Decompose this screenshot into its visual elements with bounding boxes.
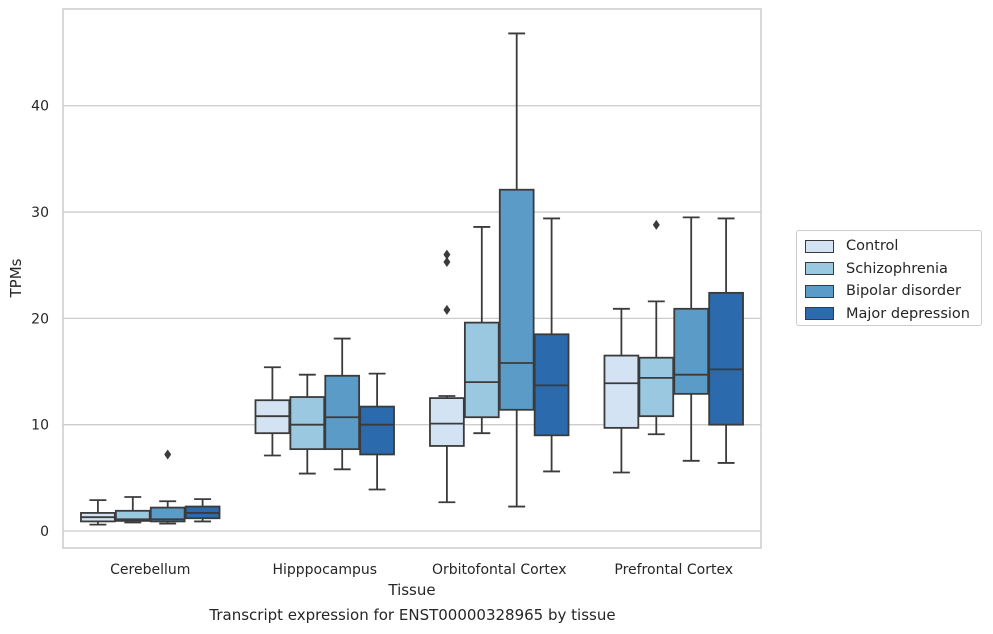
legend-swatch [805, 307, 834, 321]
x-tick-label: Orbitofontal Cortex [432, 562, 567, 578]
y-tick-label: 0 [40, 524, 49, 540]
y-tick-label: 20 [31, 311, 49, 327]
x-axis-label: Tissue [387, 581, 435, 599]
legend-item: Major depression [805, 303, 981, 326]
y-tick-label: 10 [31, 418, 49, 434]
outlier-point [164, 449, 172, 460]
grid-lines [63, 105, 761, 532]
box-iqr [498, 188, 535, 411]
y-axis-label: TPMs [7, 258, 25, 298]
x-axis-ticks: Cerebellum Hipppocampus Orbitofontal Corte… [110, 562, 733, 578]
outlier-point [652, 219, 660, 230]
legend-label: Bipolar disorder [846, 283, 961, 300]
box-major-depression [184, 498, 221, 523]
box-iqr [429, 397, 465, 447]
legend-item: Bipolar disorder [805, 280, 981, 303]
box-control [80, 499, 116, 526]
box-iqr [114, 509, 151, 522]
box-schizophrenia [638, 219, 675, 436]
legend-item: Control [805, 235, 981, 258]
box-iqr [603, 354, 640, 429]
box-iqr [708, 291, 744, 426]
box-control [254, 366, 291, 457]
box-iqr [149, 506, 186, 523]
x-tick-label: Cerebellum [110, 562, 190, 578]
box-major-depression [359, 372, 395, 491]
outlier-point [443, 249, 451, 260]
y-axis-ticks: 0 10 20 30 40 [31, 99, 49, 540]
box-iqr [289, 396, 326, 451]
outlier-point [443, 304, 451, 315]
chart-caption: Transcript expression for ENST0000032896… [209, 606, 616, 624]
box-major-depression [708, 217, 744, 464]
box-schizophrenia [289, 373, 326, 475]
legend-swatch [805, 239, 834, 253]
box-iqr [324, 374, 361, 451]
box-iqr [673, 307, 710, 395]
y-tick-label: 30 [31, 205, 49, 221]
box-bipolar-disorder [498, 32, 535, 508]
legend-label: Control [846, 238, 899, 255]
legend-label: Schizophrenia [846, 260, 948, 277]
legend-label: Major depression [846, 305, 970, 322]
plot-frame [62, 8, 762, 549]
box-control [603, 307, 640, 474]
box-bipolar-disorder [149, 449, 186, 525]
box-bipolar-disorder [673, 216, 710, 462]
x-tick-label: Hipppocampus [272, 562, 377, 578]
legend: Control Schizophrenia Bipolar disorder Majo… [796, 230, 982, 326]
box-schizophrenia [463, 226, 500, 435]
box-group [80, 32, 744, 526]
box-major-depression [533, 217, 570, 473]
x-tick-label: Prefrontal Cortex [614, 562, 733, 578]
box-iqr [359, 405, 395, 456]
box-iqr [463, 321, 500, 419]
y-tick-label: 40 [31, 99, 49, 115]
legend-swatch [805, 284, 834, 298]
legend-swatch [805, 262, 834, 276]
box-iqr [638, 356, 675, 418]
legend-item: Schizophrenia [805, 258, 981, 281]
box-bipolar-disorder [324, 337, 361, 471]
outlier-point [443, 257, 451, 268]
box-control [429, 249, 465, 504]
box-schizophrenia [114, 496, 151, 524]
